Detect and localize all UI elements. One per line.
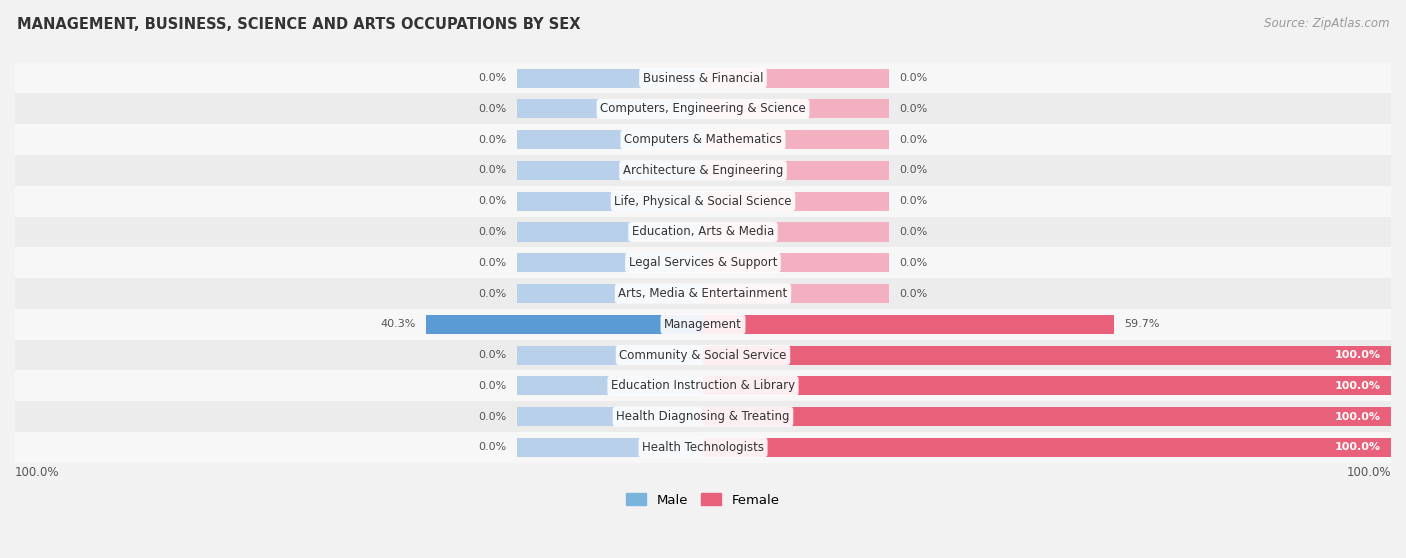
Bar bbox=[15, 94, 1391, 124]
Text: 0.0%: 0.0% bbox=[478, 165, 508, 175]
Bar bbox=[517, 191, 703, 211]
Bar bbox=[517, 130, 703, 149]
Text: 0.0%: 0.0% bbox=[478, 196, 508, 206]
Bar bbox=[703, 99, 889, 118]
Bar bbox=[703, 161, 889, 180]
Text: 0.0%: 0.0% bbox=[898, 196, 928, 206]
Bar bbox=[15, 309, 1391, 340]
Bar bbox=[517, 407, 703, 426]
Text: Management: Management bbox=[664, 318, 742, 331]
Text: Education, Arts & Media: Education, Arts & Media bbox=[631, 225, 775, 238]
Text: 0.0%: 0.0% bbox=[898, 258, 928, 268]
Bar bbox=[517, 345, 703, 364]
Text: 0.0%: 0.0% bbox=[478, 381, 508, 391]
Bar bbox=[15, 371, 1391, 401]
Text: 0.0%: 0.0% bbox=[478, 442, 508, 453]
Text: Community & Social Service: Community & Social Service bbox=[619, 349, 787, 362]
Bar bbox=[517, 161, 703, 180]
Text: 0.0%: 0.0% bbox=[478, 73, 508, 83]
Bar bbox=[15, 155, 1391, 186]
Text: Computers & Mathematics: Computers & Mathematics bbox=[624, 133, 782, 146]
Bar bbox=[703, 345, 1391, 364]
Text: Computers, Engineering & Science: Computers, Engineering & Science bbox=[600, 102, 806, 116]
Text: 0.0%: 0.0% bbox=[898, 165, 928, 175]
Bar bbox=[517, 253, 703, 272]
Text: 100.0%: 100.0% bbox=[1347, 466, 1391, 479]
Bar bbox=[703, 223, 889, 242]
Bar bbox=[15, 186, 1391, 217]
Text: 0.0%: 0.0% bbox=[898, 227, 928, 237]
Text: 0.0%: 0.0% bbox=[478, 134, 508, 145]
Text: 0.0%: 0.0% bbox=[478, 350, 508, 360]
Bar bbox=[703, 407, 1391, 426]
Text: Life, Physical & Social Science: Life, Physical & Social Science bbox=[614, 195, 792, 208]
Bar bbox=[703, 284, 889, 303]
Text: 0.0%: 0.0% bbox=[478, 104, 508, 114]
Text: 0.0%: 0.0% bbox=[478, 288, 508, 299]
Bar bbox=[703, 191, 889, 211]
Text: 0.0%: 0.0% bbox=[478, 227, 508, 237]
Bar bbox=[703, 253, 889, 272]
Bar bbox=[517, 438, 703, 457]
Legend: Male, Female: Male, Female bbox=[621, 488, 785, 512]
Text: 0.0%: 0.0% bbox=[898, 134, 928, 145]
Text: Arts, Media & Entertainment: Arts, Media & Entertainment bbox=[619, 287, 787, 300]
Text: Health Technologists: Health Technologists bbox=[643, 441, 763, 454]
Bar bbox=[15, 124, 1391, 155]
Text: 0.0%: 0.0% bbox=[898, 288, 928, 299]
Bar bbox=[703, 376, 1391, 396]
Bar bbox=[703, 130, 889, 149]
Text: 100.0%: 100.0% bbox=[15, 466, 59, 479]
Bar bbox=[703, 315, 1114, 334]
Bar bbox=[426, 315, 703, 334]
Bar bbox=[15, 340, 1391, 371]
Bar bbox=[517, 69, 703, 88]
Text: Source: ZipAtlas.com: Source: ZipAtlas.com bbox=[1264, 17, 1389, 30]
Text: 59.7%: 59.7% bbox=[1123, 319, 1160, 329]
Bar bbox=[15, 217, 1391, 247]
Bar bbox=[15, 401, 1391, 432]
Text: 100.0%: 100.0% bbox=[1334, 442, 1381, 453]
Text: 0.0%: 0.0% bbox=[478, 258, 508, 268]
Text: 0.0%: 0.0% bbox=[898, 73, 928, 83]
Text: 100.0%: 100.0% bbox=[1334, 350, 1381, 360]
Bar bbox=[703, 69, 889, 88]
Text: 0.0%: 0.0% bbox=[898, 104, 928, 114]
Text: MANAGEMENT, BUSINESS, SCIENCE AND ARTS OCCUPATIONS BY SEX: MANAGEMENT, BUSINESS, SCIENCE AND ARTS O… bbox=[17, 17, 581, 32]
Text: 100.0%: 100.0% bbox=[1334, 412, 1381, 422]
Text: Education Instruction & Library: Education Instruction & Library bbox=[612, 379, 794, 392]
Bar bbox=[517, 284, 703, 303]
Bar bbox=[703, 438, 1391, 457]
Bar bbox=[517, 99, 703, 118]
Bar bbox=[15, 278, 1391, 309]
Text: 40.3%: 40.3% bbox=[380, 319, 415, 329]
Text: Architecture & Engineering: Architecture & Engineering bbox=[623, 164, 783, 177]
Bar bbox=[517, 223, 703, 242]
Bar bbox=[517, 376, 703, 396]
Text: Health Diagnosing & Treating: Health Diagnosing & Treating bbox=[616, 410, 790, 423]
Text: 0.0%: 0.0% bbox=[478, 412, 508, 422]
Bar bbox=[15, 62, 1391, 94]
Text: Business & Financial: Business & Financial bbox=[643, 71, 763, 85]
Text: Legal Services & Support: Legal Services & Support bbox=[628, 256, 778, 270]
Bar bbox=[15, 432, 1391, 463]
Text: 100.0%: 100.0% bbox=[1334, 381, 1381, 391]
Bar bbox=[15, 247, 1391, 278]
